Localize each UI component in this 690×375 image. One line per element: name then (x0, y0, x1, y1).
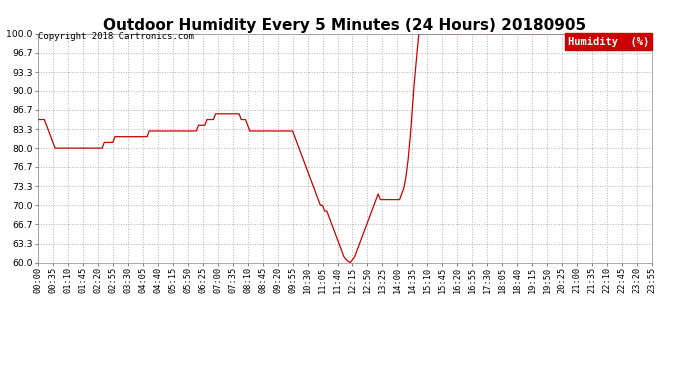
Text: Humidity  (%): Humidity (%) (568, 36, 649, 46)
Title: Outdoor Humidity Every 5 Minutes (24 Hours) 20180905: Outdoor Humidity Every 5 Minutes (24 Hou… (104, 18, 586, 33)
Text: Copyright 2018 Cartronics.com: Copyright 2018 Cartronics.com (38, 32, 194, 41)
